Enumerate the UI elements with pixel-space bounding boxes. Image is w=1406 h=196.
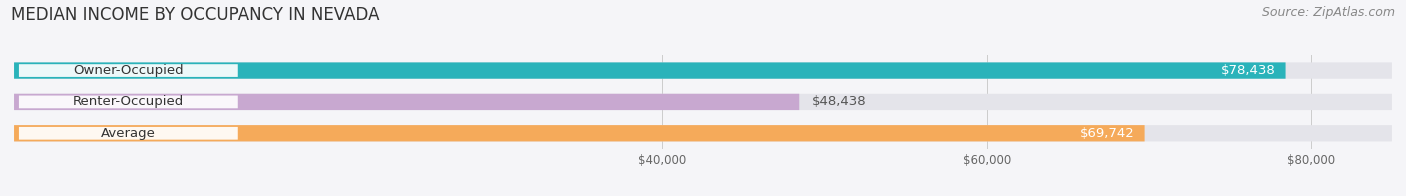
FancyBboxPatch shape [18, 96, 238, 108]
Text: MEDIAN INCOME BY OCCUPANCY IN NEVADA: MEDIAN INCOME BY OCCUPANCY IN NEVADA [11, 6, 380, 24]
FancyBboxPatch shape [18, 127, 238, 140]
FancyBboxPatch shape [18, 64, 238, 77]
Text: $78,438: $78,438 [1220, 64, 1275, 77]
Text: Average: Average [101, 127, 156, 140]
FancyBboxPatch shape [14, 94, 1392, 110]
Text: $48,438: $48,438 [813, 95, 868, 108]
FancyBboxPatch shape [14, 62, 1285, 79]
Text: Source: ZipAtlas.com: Source: ZipAtlas.com [1261, 6, 1395, 19]
FancyBboxPatch shape [14, 125, 1144, 142]
Text: Renter-Occupied: Renter-Occupied [73, 95, 184, 108]
Text: $69,742: $69,742 [1080, 127, 1135, 140]
FancyBboxPatch shape [14, 62, 1392, 79]
FancyBboxPatch shape [14, 94, 799, 110]
FancyBboxPatch shape [14, 125, 1392, 142]
Text: Owner-Occupied: Owner-Occupied [73, 64, 184, 77]
